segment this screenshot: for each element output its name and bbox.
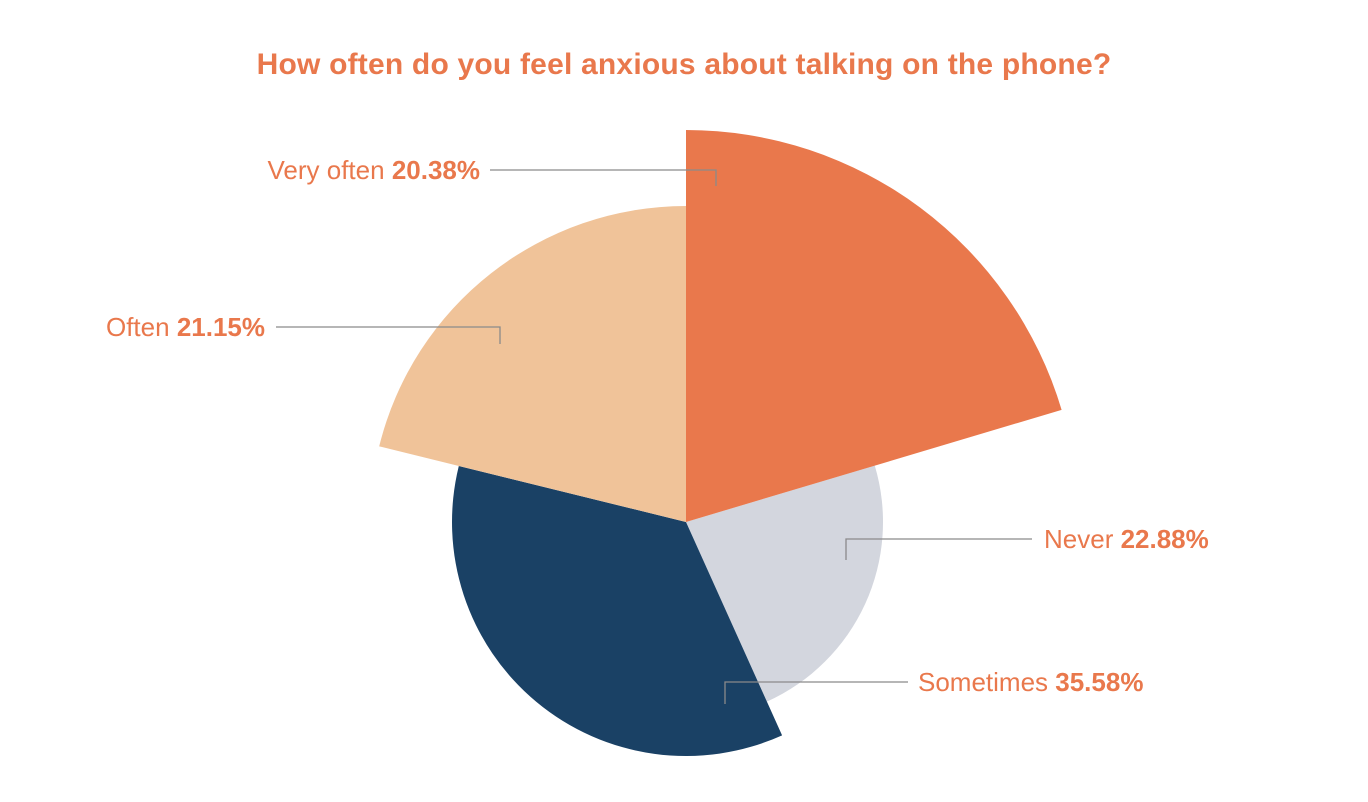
- pie-slice-never: [686, 465, 884, 702]
- slice-label-value: 20.38%: [392, 155, 480, 185]
- slice-label-sometimes: Sometimes 35.58%: [918, 667, 1143, 697]
- leader-line-often: [276, 326, 501, 344]
- slice-labels: Very often 20.38% Never 22.88% Sometimes 3…: [106, 155, 1209, 697]
- slice-label-value: 21.15%: [177, 312, 265, 342]
- leader-line-sometimes: [724, 681, 908, 704]
- pie-slice-very-often: [686, 130, 1062, 522]
- leader-line-never: [845, 538, 1032, 560]
- leader-line-very-often: [490, 169, 717, 186]
- slice-label-often: Often 21.15%: [106, 312, 265, 342]
- slice-label-never: Never 22.88%: [1044, 524, 1209, 554]
- slice-label-name: Never: [1044, 524, 1121, 554]
- pie-slice-often: [379, 206, 686, 522]
- pie-slices: [379, 130, 1062, 756]
- slice-label-name: Sometimes: [918, 667, 1055, 697]
- chart-title: How often do you feel anxious about talk…: [256, 48, 1112, 81]
- slice-label-value: 22.88%: [1121, 524, 1209, 554]
- slice-label-name: Very often: [268, 155, 392, 185]
- slice-label-very-often: Very often 20.38%: [268, 155, 481, 185]
- slice-label-name: Often: [106, 312, 177, 342]
- slice-label-value: 35.58%: [1055, 667, 1143, 697]
- pie-slice-sometimes: [452, 465, 783, 756]
- leader-lines: [276, 169, 1032, 704]
